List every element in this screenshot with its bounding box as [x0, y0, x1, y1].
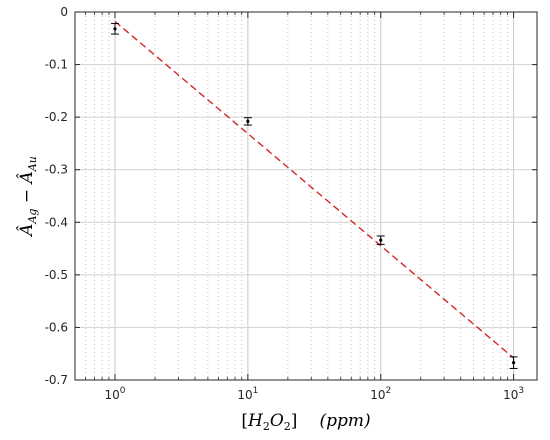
y-label-sub-au: Au	[26, 156, 39, 172]
point-marker	[246, 119, 250, 123]
data-point	[509, 356, 518, 369]
fit-line-group	[114, 20, 515, 359]
y-tick-label: -0.1	[45, 58, 68, 72]
point-marker	[512, 361, 516, 365]
plot-area	[75, 12, 537, 380]
y-label-sub-ag: Ag	[26, 209, 39, 225]
points-group	[110, 23, 518, 369]
x-label-h: H	[247, 411, 264, 431]
y-tick-label: -0.6	[45, 320, 68, 334]
x-tick-label: 102	[370, 386, 391, 402]
y-tick-label: -0.4	[45, 215, 68, 229]
x-label-open: [	[241, 411, 248, 431]
y-label-a1: Â	[16, 224, 37, 238]
x-label-o: O	[270, 411, 284, 431]
y-label-a2: Â	[16, 171, 37, 185]
x-label-unit: (ppm)	[319, 411, 370, 431]
fit-line	[114, 20, 515, 359]
y-tick-label: 0	[60, 5, 68, 19]
point-marker	[113, 27, 117, 31]
x-axis-label: [H2O2] (ppm)	[241, 411, 370, 433]
y-tick-label: -0.5	[45, 268, 68, 282]
x-tick-label: 103	[503, 386, 524, 402]
x-tick-label: 100	[104, 386, 125, 402]
point-marker	[379, 238, 383, 242]
plot-frame	[74, 11, 538, 381]
data-point	[376, 235, 385, 245]
x-label-sub-2b: 2	[284, 420, 291, 433]
x-label-sub-2a: 2	[263, 420, 270, 433]
x-tick-label: 101	[237, 386, 258, 402]
y-tick-label: -0.2	[45, 110, 68, 124]
y-axis-label: ÂAg − ÂAu	[16, 156, 39, 238]
data-point	[243, 117, 252, 126]
x-label-close: ]	[291, 411, 298, 431]
y-label-minus: −	[17, 183, 37, 208]
ticks: 0 -0.1 -0.2 -0.3 -0.4 -0.5 -0.6 -0.7 100 101 102 10…	[45, 5, 537, 402]
y-tick-label: -0.3	[45, 163, 68, 177]
y-tick-label: -0.7	[45, 373, 68, 387]
data-point	[110, 23, 119, 35]
